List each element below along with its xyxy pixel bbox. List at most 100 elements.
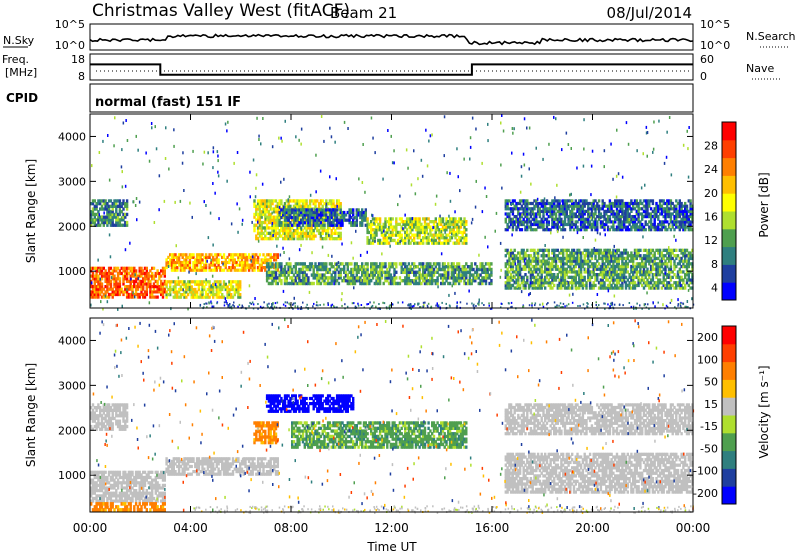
velocity-band [265, 394, 355, 413]
station-title: Christmas Valley West (fitACF) [92, 1, 350, 21]
date-label: 08/Jul/2014 [607, 4, 692, 22]
power-ytick-label: 2000 [58, 220, 86, 233]
freq-panel: Freq. [MHz] 18 8 60 0 Nave [2, 53, 782, 83]
velocity-band [504, 403, 694, 436]
n-search-tick-low: 10^0 [700, 39, 730, 52]
cpid-panel [89, 83, 694, 113]
x-tick-label: 04:00 [173, 521, 208, 535]
cpid-value: normal (fast) 151 IF [95, 95, 241, 110]
freq-tick-high: 18 [71, 53, 85, 66]
noise-panel: N.Sky 10^5 10^0 10^5 10^0 N.Search [3, 18, 796, 52]
velocity-colorbar-tick: -200 [693, 487, 718, 500]
power-band [504, 248, 694, 290]
x-tick-label: 20:00 [575, 521, 610, 535]
velocity-band [504, 452, 694, 494]
velocity-colorbar-tick: -15 [700, 420, 718, 433]
velocity-colorbar-tick: 15 [704, 398, 718, 411]
velocity-band [90, 470, 166, 503]
power-colorbar-swatch [722, 157, 736, 176]
n-sky-label: N.Sky [3, 34, 35, 47]
power-band [165, 280, 242, 299]
power-colorbar-swatch [722, 122, 736, 141]
power-colorbar-tick: 24 [704, 163, 718, 176]
beam-label: Beam 21 [330, 4, 397, 22]
power-colorbar-swatch [722, 246, 736, 265]
nave-tick-low: 0 [700, 70, 707, 83]
velocity-band [165, 457, 279, 476]
velocity-colorbar-swatch [722, 415, 736, 434]
velocity-colorbar-swatch [722, 468, 736, 487]
velocity-colorbar-tick: -50 [700, 442, 718, 455]
nave-label: Nave [746, 62, 774, 75]
power-band [265, 262, 493, 286]
power-ytick-label: 4000 [58, 130, 86, 143]
power-colorbar-tick: 28 [704, 140, 718, 153]
power-colorbar-swatch [722, 175, 736, 194]
power-colorbar-tick: 20 [704, 187, 718, 200]
x-tick-label: 08:00 [274, 521, 309, 535]
velocity-ytick-label: 3000 [58, 379, 86, 392]
freq-line [90, 63, 693, 76]
velocity-colorbar-tick: 100 [697, 353, 718, 366]
velocity-colorbar-tick: -100 [693, 465, 718, 478]
velocity-ytick-label: 4000 [58, 334, 86, 347]
velocity-colorbar-tick: 200 [697, 331, 718, 344]
power-colorbar-swatch [722, 228, 736, 248]
power-colorbar-tick: 8 [711, 258, 718, 271]
velocity-colorbar-swatch [722, 397, 736, 416]
velocity-colorbar-swatch [722, 361, 736, 380]
power-colorbar-tick: 12 [704, 234, 718, 247]
velocity-ylabel: Slant Range [km] [24, 363, 38, 467]
power-colorbar-swatch [722, 211, 736, 230]
freq-label: Freq. [2, 53, 29, 66]
freq-tick-low: 8 [78, 70, 85, 83]
velocity-colorbar-tick: 50 [704, 376, 718, 389]
power-ytick-label: 3000 [58, 175, 86, 188]
n-sky-tick-low: 10^0 [55, 39, 85, 52]
velocity-colorbar-swatch [722, 326, 736, 345]
velocity-colorbar-swatch [722, 432, 736, 452]
velocity-ytick-label: 2000 [58, 424, 86, 437]
velocity-band [90, 403, 129, 431]
power-band [366, 217, 468, 245]
n-search-label: N.Search [746, 30, 796, 43]
velocity-colorbar-label: Velocity [m s⁻¹] [757, 365, 771, 458]
x-tick-label: 12:00 [374, 521, 409, 535]
power-band [165, 253, 279, 272]
power-colorbar-tick: 4 [711, 282, 718, 295]
power-ylabel: Slant Range [km] [24, 159, 38, 263]
velocity-colorbar-swatch [722, 450, 736, 469]
velocity-scatter [92, 318, 695, 514]
velocity-colorbar-swatch [722, 486, 736, 505]
velocity-colorbar-swatch [722, 379, 736, 398]
power-colorbar-label: Power [dB] [757, 172, 771, 237]
x-axis-label: Time UT [366, 540, 417, 554]
power-band [90, 266, 166, 299]
velocity-ytick-label: 1000 [58, 469, 86, 482]
power-colorbar-tick: 16 [704, 211, 718, 224]
noise-sky-line [89, 33, 694, 46]
power-band [278, 208, 367, 227]
power-colorbar-swatch [722, 139, 736, 159]
velocity-band [90, 502, 166, 512]
power-colorbar-swatch [722, 193, 736, 212]
freq-unit-label: [MHz] [5, 66, 37, 79]
power-band [504, 199, 694, 232]
x-tick-label: 00:00 [676, 521, 711, 535]
power-panel: 1000 2000 3000 4000 Slant Range [km] 4 8 12 16… [24, 113, 771, 311]
n-sky-tick-high: 10^5 [55, 18, 85, 31]
power-ytick-label: 1000 [58, 265, 86, 278]
velocity-panel: 1000 2000 3000 4000 Slant Range [km] 200 100… [24, 317, 771, 514]
cpid-label: CPID [6, 91, 38, 105]
nave-tick-high: 60 [700, 53, 714, 66]
velocity-colorbar-swatch [722, 343, 736, 363]
velocity-band [253, 421, 279, 445]
n-search-tick-high: 10^5 [700, 18, 730, 31]
velocity-band [291, 421, 468, 449]
x-tick-label: 16:00 [475, 521, 510, 535]
power-colorbar-swatch [722, 282, 736, 301]
x-tick-label: 00:00 [73, 521, 108, 535]
power-band [90, 199, 129, 227]
power-colorbar-swatch [722, 264, 736, 283]
